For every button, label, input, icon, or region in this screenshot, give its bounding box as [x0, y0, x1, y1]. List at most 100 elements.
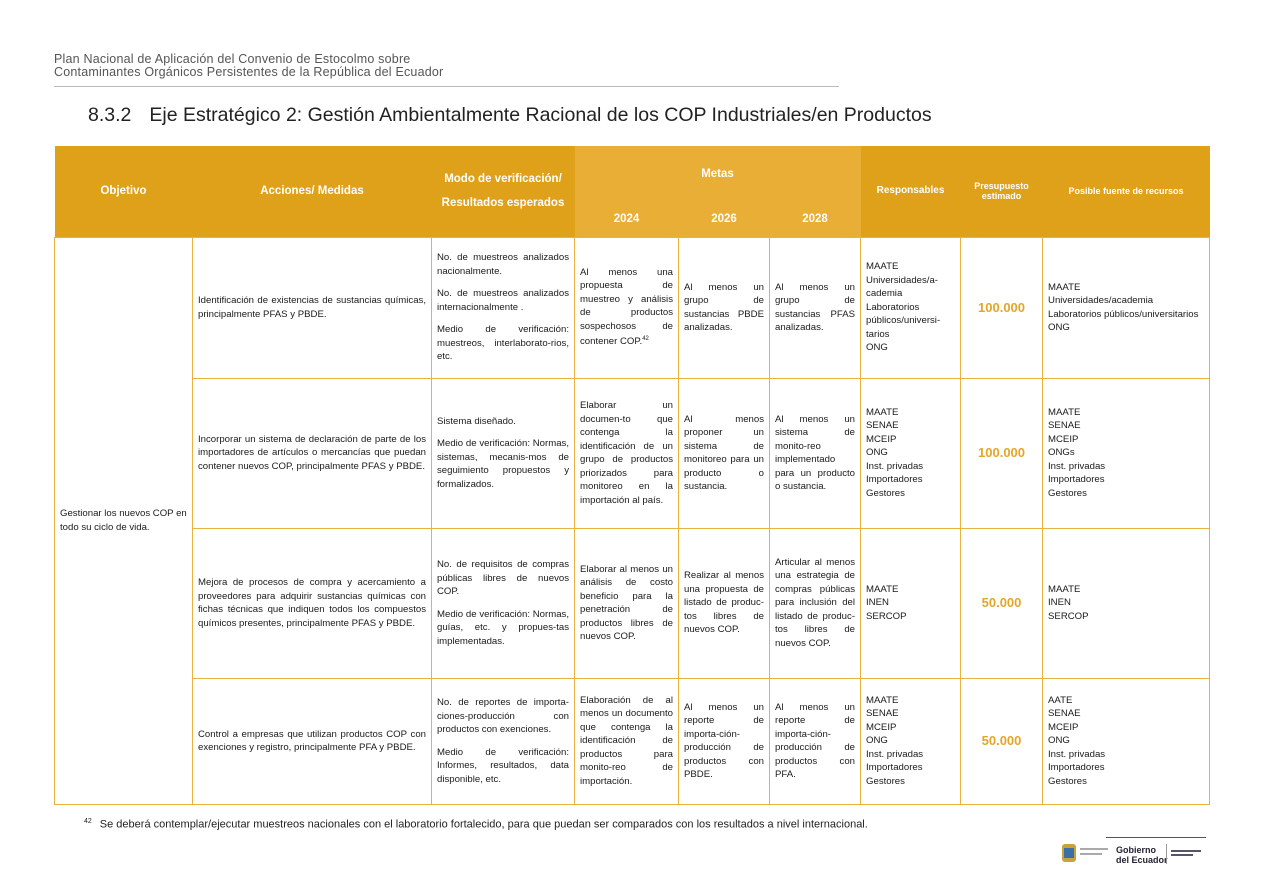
- modo-line: No. de muestreos analizados nacionalment…: [437, 252, 569, 277]
- meta-2026-cell: Al menos un grupo de sustancias PBDE ana…: [678, 236, 770, 379]
- fuente-line: SENAE: [1048, 420, 1081, 432]
- fuente-line: SENAE: [1048, 708, 1081, 720]
- presupuesto-cell: 50.000: [960, 527, 1044, 679]
- meta-2024-cell: Elaboración de al menos un documento que…: [574, 677, 679, 805]
- header-fuente: Posible fuente de recursos: [1042, 146, 1210, 237]
- footnote-ref: 42: [642, 336, 649, 343]
- header-metas: Metas: [574, 146, 861, 201]
- accion-cell: Incorporar un sistema de declaración de …: [192, 377, 432, 529]
- header-acciones: Acciones/ Medidas: [192, 146, 432, 237]
- responsables-line: ONG: [866, 342, 888, 354]
- header-modo: Modo de verificación/Resultados esperado…: [431, 146, 575, 237]
- meta-2026-cell: Realizar al menos una propuesta de lista…: [678, 527, 770, 679]
- modo-line: No. de reportes de importa-ciones-produc…: [437, 697, 569, 735]
- header-presupuesto: Presupuesto estimado: [960, 146, 1043, 237]
- meta-2024-cell: Al menos una propuesta de muestreo y aná…: [574, 236, 679, 379]
- responsables-line: MAATE: [866, 583, 899, 595]
- fuente-line: MCEIP: [1048, 721, 1079, 733]
- document-header: Plan Nacional de Aplicación del Convenio…: [54, 53, 443, 79]
- responsables-line: públicos/universi-tarios: [866, 315, 941, 340]
- header-line-2: Contaminantes Orgánicos Persistentes de …: [54, 65, 444, 79]
- responsables-line: Laboratorios: [866, 301, 920, 313]
- responsables-cell: MAATE INEN SERCOP: [860, 527, 962, 679]
- fuente-line: Inst. privadas: [1048, 460, 1106, 472]
- responsables-cell: MAATE SENAE MCEIP ONG Inst. privadas Importad…: [860, 677, 962, 805]
- responsables-line: MAATE: [866, 694, 899, 706]
- section-title: 8.3.2 Eje Estratégico 2: Gestión Ambienta…: [88, 104, 950, 127]
- fuente-line: AATE: [1048, 694, 1073, 706]
- header-responsables: Responsables: [860, 146, 961, 237]
- responsables-line: Importadores: [866, 762, 923, 774]
- modo-cell: No. de requisitos de compras públicas li…: [431, 527, 575, 679]
- table-row: Control a empresas que utilizan producto…: [55, 677, 1211, 805]
- footnote-text: Se deberá contemplar/ejecutar muestreos …: [99, 818, 868, 831]
- fuente-line: Laboratorios públicos/universitarios: [1048, 308, 1199, 320]
- fuente-cell: MAATE SENAE MCEIP ONGs Inst. privadas Importa…: [1042, 377, 1211, 529]
- fuente-cell: AATE SENAE MCEIP ONG Inst. privadas Importado…: [1042, 677, 1211, 805]
- fuente-line: MAATE: [1048, 583, 1081, 595]
- fuente-line: Importadores: [1048, 762, 1105, 774]
- responsables-line: MCEIP: [866, 433, 897, 445]
- header-line-1: Plan Nacional de Aplicación del Convenio…: [54, 52, 411, 66]
- responsables-line: Gestores: [866, 775, 905, 787]
- responsables-line: SENAE: [866, 708, 899, 720]
- meta-2028-cell: Articular al menos una estrategia de com…: [768, 527, 862, 679]
- fuente-line: Gestores: [1048, 487, 1087, 499]
- responsables-line: ONG: [866, 735, 888, 747]
- meta-2026-cell: Al menos un reporte de importa-ción-prod…: [678, 677, 770, 805]
- meta-2024-cell: Elaborar un documen-to que contenga la i…: [574, 377, 679, 529]
- fuente-line: ONG: [1048, 322, 1070, 333]
- modo-line: Medio de verificación: Informes, resulta…: [437, 746, 569, 785]
- modo-cell: No. de muestreos analizados nacionalment…: [431, 236, 575, 379]
- presupuesto-cell: 50.000: [960, 677, 1044, 805]
- objetivo-cell: Gestionar los nuevos COP en todo su cicl…: [54, 236, 193, 805]
- modo-line: Medio de verificación: Normas, guías, et…: [437, 608, 569, 647]
- fuente-line: MAATE: [1048, 281, 1081, 293]
- accion-cell: Control a empresas que utilizan producto…: [192, 677, 432, 805]
- responsables-cell: MAATE Universidades/a-cademia Laboratorios…: [860, 236, 962, 379]
- footnote-number: 42: [84, 818, 92, 825]
- fuente-line: MCEIP: [1048, 433, 1079, 445]
- fuente-line: SERCOP: [1048, 610, 1089, 622]
- modo-line: Medio de verificación: Normas, sistemas,…: [437, 438, 569, 490]
- responsables-line: MAATE: [866, 261, 899, 273]
- government-logos: Gobierno del Ecuador: [1058, 838, 1208, 868]
- modo-line: Sistema diseñado.: [437, 415, 516, 427]
- responsables-line: Inst. privadas: [866, 460, 924, 472]
- presupuesto-cell: 100.000: [960, 377, 1044, 529]
- accion-cell: Mejora de procesos de compra y acercamie…: [192, 527, 432, 679]
- fuente-line: ONGs: [1048, 447, 1075, 459]
- meta-2028-cell: Al menos un reporte de importa-ción-prod…: [768, 677, 862, 805]
- fuente-line: Inst. privadas: [1048, 748, 1106, 760]
- fuente-line: Universidades/academia: [1048, 295, 1154, 306]
- responsables-line: MCEIP: [866, 721, 897, 733]
- fuente-line: INEN: [1048, 597, 1071, 609]
- svg-text:del Ecuador: del Ecuador: [1116, 855, 1168, 865]
- modo-line: No. de muestreos analizados internaciona…: [437, 288, 569, 313]
- responsables-line: SERCOP: [866, 610, 907, 622]
- fuente-line: Importadores: [1048, 474, 1105, 486]
- table-row: Gestionar los nuevos COP en todo su cicl…: [54, 236, 1211, 805]
- responsables-line: Importadores: [866, 474, 923, 486]
- fuente-cell: MAATE Universidades/academia Laboratorios …: [1042, 236, 1211, 379]
- accion-cell: Identificación de existencias de sustanc…: [192, 236, 432, 379]
- responsables-line: Gestores: [866, 487, 905, 499]
- responsables-line: ONG: [866, 447, 888, 459]
- meta-2024-cell: Elaborar al menos un análisis de costo b…: [574, 527, 679, 679]
- fuente-line: Gestores: [1048, 775, 1087, 787]
- header-2026: 2026: [678, 201, 770, 237]
- ecuador-logo-icon: Gobierno del Ecuador: [1062, 844, 1201, 865]
- footer-divider: [1106, 837, 1206, 838]
- header-objetivo: Objetivo: [54, 146, 193, 237]
- fuente-line: ONG: [1048, 735, 1070, 747]
- responsables-cell: MAATE SENAE MCEIP ONG Inst. privadas Importad…: [860, 377, 962, 529]
- fuente-line: MAATE: [1048, 406, 1081, 418]
- responsables-line: INEN: [866, 597, 889, 609]
- header-divider: [54, 86, 839, 87]
- section-number: 8.3.2: [88, 104, 132, 126]
- strategy-table: Objetivo Acciones/ Medidas Modo de verif…: [54, 146, 1211, 805]
- responsables-line: Inst. privadas: [866, 748, 924, 760]
- modo-line: Medio de verificación: muestreos, interl…: [437, 324, 569, 363]
- responsables-line: SENAE: [866, 420, 899, 432]
- meta-2028-cell: Al menos un sistema de monito-reo implem…: [768, 377, 862, 529]
